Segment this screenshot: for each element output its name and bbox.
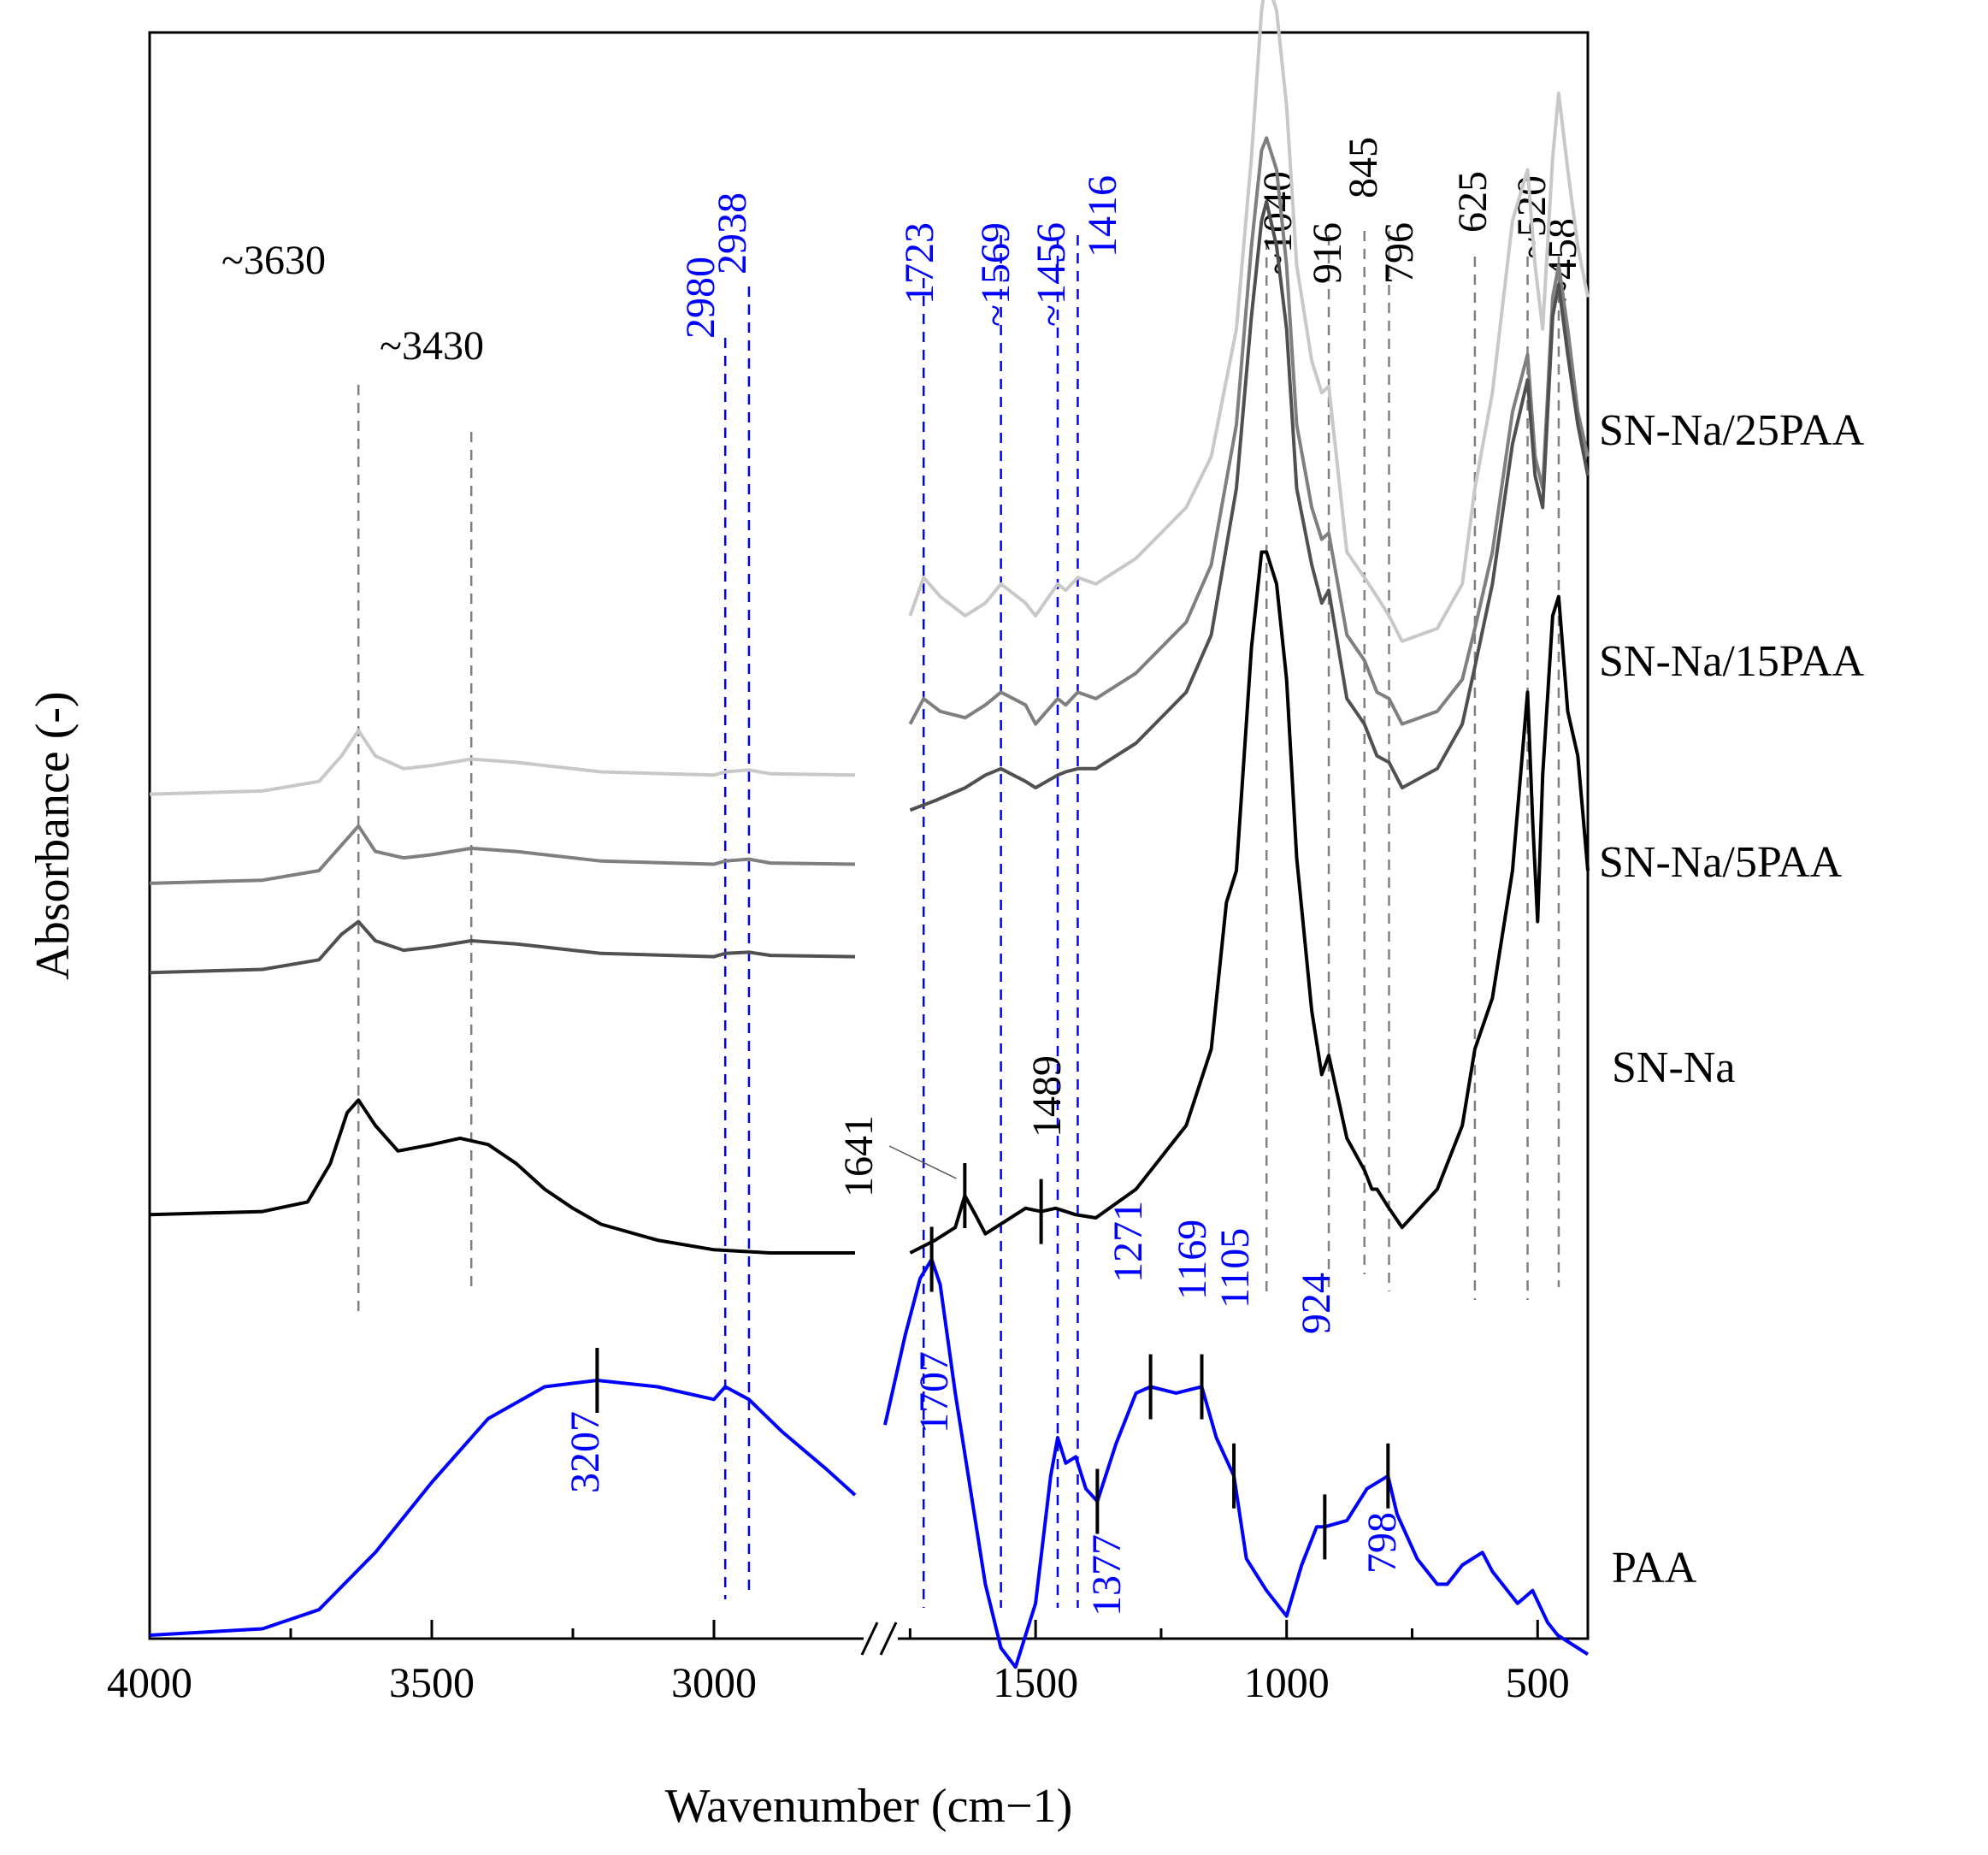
- series-sn-na-15paa-left: [149, 824, 856, 885]
- x-tick-label: 1500: [993, 1658, 1078, 1706]
- legend-sn-na-5paa: SN-Na/5PAA: [1599, 838, 1843, 887]
- reference-label-625: 625: [1450, 171, 1495, 233]
- axis-break-mark-left: [860, 1622, 879, 1656]
- peak-label-1105: 1105: [1212, 1228, 1258, 1309]
- reference-label-796: 796: [1377, 222, 1422, 284]
- peak-label-3207: 3207: [563, 1411, 608, 1493]
- x-tick-label: 500: [1506, 1658, 1570, 1706]
- series-sn-na-25paa-left: [149, 729, 856, 796]
- reference-label-1723: 1723: [897, 222, 942, 304]
- peak-label-1489: 1489: [1024, 1055, 1070, 1137]
- x-tick-label: 1000: [1244, 1658, 1330, 1706]
- reference-label-2980: 2980: [678, 257, 723, 339]
- reference-label-1416: 1416: [1080, 175, 1125, 257]
- legend-sn-na-25paa: SN-Na/25PAA: [1599, 406, 1865, 455]
- reference-label-3630: ~3630: [221, 238, 326, 283]
- y-axis-title: Absorbance (-): [27, 691, 80, 979]
- axis-break-mark-right: [879, 1622, 898, 1656]
- reference-label-1456: ~1456: [1029, 222, 1074, 327]
- series-sn-na-5paa-right: [909, 199, 1590, 812]
- series-paa-right: [883, 1257, 1590, 1669]
- series-sn-na-left: [149, 1098, 855, 1255]
- x-axis-title: Wavenumber (cm−1): [665, 1780, 1072, 1833]
- series-sn-na-15paa-right: [908, 136, 1590, 726]
- peak-label-1641: 1641: [836, 1115, 882, 1197]
- series-labels: SN-Na/25PAA SN-Na/15PAA SN-Na/5PAA SN-Na PAA: [1599, 406, 1865, 1592]
- legend-sn-na-15paa: SN-Na/15PAA: [1599, 637, 1865, 686]
- reference-label-3430: ~3430: [380, 323, 484, 369]
- series-sn-na-25paa-right: [908, 0, 1590, 643]
- reference-label-1569: ~1569: [973, 222, 1018, 327]
- peak-leader-1641: [888, 1145, 957, 1179]
- spectra-series: [149, 0, 1590, 1669]
- reference-label-845: 845: [1341, 137, 1386, 198]
- reference-label-2938: 2938: [710, 192, 755, 275]
- peak-label-1271: 1271: [1106, 1201, 1151, 1283]
- series-sn-na-5paa-left: [149, 919, 856, 975]
- peak-label-1169: 1169: [1170, 1220, 1215, 1300]
- legend-paa: PAA: [1612, 1544, 1697, 1592]
- peak-label-924: 924: [1294, 1273, 1339, 1334]
- peak-label-1707: 1707: [911, 1351, 957, 1433]
- reference-label-916: 916: [1305, 222, 1350, 284]
- series-sn-na-right: [909, 550, 1590, 1255]
- x-axis-ticks: 4000 3500 3000 1500 1000 500: [107, 1620, 1570, 1706]
- peak-label-798: 798: [1360, 1512, 1405, 1574]
- x-tick-label: 4000: [107, 1658, 192, 1706]
- peak-label-1377: 1377: [1084, 1534, 1130, 1616]
- x-tick-label: 3500: [389, 1658, 475, 1706]
- x-tick-label: 3000: [671, 1658, 757, 1706]
- legend-sn-na: SN-Na: [1612, 1043, 1735, 1092]
